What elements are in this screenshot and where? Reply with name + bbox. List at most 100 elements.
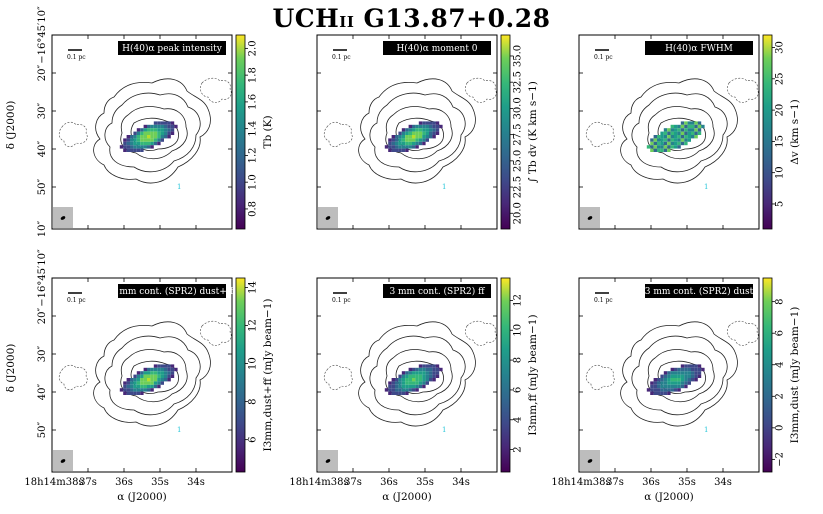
- map-pixel: [415, 388, 419, 392]
- map-pixel: [126, 145, 130, 149]
- map-pixel: [677, 378, 681, 382]
- map-pixel: [126, 148, 130, 152]
- intensity-contour: [120, 349, 188, 403]
- scale-bar-label: 0.1 pc: [332, 297, 351, 304]
- map-pixel: [157, 364, 161, 368]
- colorbar-tick-label: 1.0: [248, 174, 259, 190]
- colorbar-tick-label: 20: [775, 104, 786, 117]
- map-pixel: [153, 367, 158, 372]
- dashed-contour: [585, 121, 615, 147]
- panel-label: H(40)α peak intensity: [122, 43, 223, 54]
- map-pixel: [415, 374, 419, 378]
- map-pixel: [153, 141, 158, 146]
- map-pixel: [150, 374, 154, 378]
- map-pixel: [133, 135, 137, 139]
- map-pixel: [657, 145, 661, 149]
- x-tick-label: 37s: [606, 477, 624, 488]
- map-pixel: [680, 138, 685, 142]
- map-pixel: [425, 367, 429, 372]
- map-pixel: [136, 131, 141, 135]
- map-pixel: [691, 364, 695, 368]
- map-pixel: [429, 128, 433, 132]
- map-pixel: [422, 384, 426, 389]
- colorbar: [500, 34, 511, 230]
- map-pixel: [130, 135, 134, 139]
- map-pixel: [422, 131, 426, 135]
- map-pixel: [167, 374, 171, 378]
- colorbar-tick-label: 32.5: [513, 71, 524, 93]
- map-pixel: [170, 121, 175, 125]
- map-pixel: [680, 141, 685, 146]
- map-pixel: [408, 141, 412, 146]
- scale-bar-label: 0.1 pc: [594, 54, 613, 61]
- map-pixel: [412, 138, 416, 142]
- map-pixel: [412, 124, 416, 129]
- colorbar-label: Δv (km s−1): [789, 99, 801, 165]
- y-tick-label: 40″: [37, 141, 48, 158]
- map-pixel: [674, 131, 678, 135]
- map-pixel: [418, 128, 423, 132]
- map-pixel: [701, 367, 705, 372]
- map-pixel: [157, 367, 161, 372]
- colorbar-tick-label: 12: [248, 319, 259, 332]
- colorbar-tick-label: 1.6: [248, 94, 259, 110]
- colorbar-tick-label: 6: [513, 387, 524, 393]
- map-pixel: [136, 128, 141, 132]
- map-pixel: [667, 371, 671, 375]
- map-pixel: [694, 364, 698, 368]
- map-pixel: [697, 374, 702, 378]
- map-pixel: [680, 364, 685, 368]
- map-pixel: [670, 135, 674, 139]
- map-pixel: [694, 371, 698, 375]
- colorbar-tick-label: 2: [513, 446, 524, 452]
- figure-title: UCHII G13.87+0.28: [272, 4, 551, 33]
- map-pixel: [439, 124, 443, 129]
- map-pixel: [391, 135, 395, 139]
- colorbar-tick-label: 30.0: [513, 97, 524, 119]
- map-pixel: [130, 391, 134, 395]
- map-pixel: [136, 378, 141, 382]
- colorbar-label: I3mm,ff (mJy beam−1): [527, 314, 539, 435]
- scale-bar-label: 0.1 pc: [67, 54, 86, 61]
- y-tick-label: −16°45′10″: [37, 249, 48, 307]
- x-tick-label: 18h14m38s: [551, 477, 610, 488]
- map-pixel: [401, 371, 406, 375]
- map-pixel: [388, 391, 392, 395]
- map-pixel: [415, 138, 419, 142]
- map-pixel: [150, 388, 154, 392]
- map-pixel: [657, 384, 661, 389]
- map-pixel: [143, 145, 147, 149]
- map-pixel: [674, 381, 678, 385]
- map-pixel: [157, 135, 161, 139]
- map-pixel: [167, 128, 171, 132]
- map-pixel: [432, 121, 436, 125]
- map-pixel: [663, 391, 668, 395]
- map-pixel: [663, 378, 668, 382]
- map-pixel: [170, 364, 175, 368]
- map-pixel: [687, 124, 691, 129]
- map-pixel: [130, 148, 134, 152]
- map-pixel: [143, 388, 147, 392]
- panel-4: 3 mm cont. (SPR2) dust+ff 0.1 pc 1 6 8 10 12 14…: [51, 277, 274, 473]
- map-pixel: [650, 138, 654, 142]
- map-pixel: [167, 364, 171, 368]
- map-pixel: [663, 374, 668, 378]
- scale-bar-label: 0.1 pc: [594, 297, 613, 304]
- map-pixel: [429, 371, 433, 375]
- map-pixel: [653, 391, 657, 395]
- map-pixel: [164, 121, 168, 125]
- map-pixel: [677, 138, 681, 142]
- dashed-contour: [58, 121, 88, 147]
- intensity-contour: [369, 335, 466, 416]
- map-pixel: [136, 141, 141, 146]
- map-pixel: [167, 371, 171, 375]
- map-pixel: [170, 128, 175, 132]
- map-pixel: [657, 148, 661, 152]
- map-pixel: [425, 131, 429, 135]
- map-pixel: [405, 145, 409, 149]
- x-tick-label: 37s: [79, 477, 97, 488]
- map-pixel: [425, 371, 429, 375]
- map-pixel: [674, 371, 678, 375]
- panel-2: H(40)α moment 0 0.1 pc 1 20.0 22.5 25.0 27.5 30…: [316, 34, 539, 230]
- map-pixel: [408, 124, 412, 129]
